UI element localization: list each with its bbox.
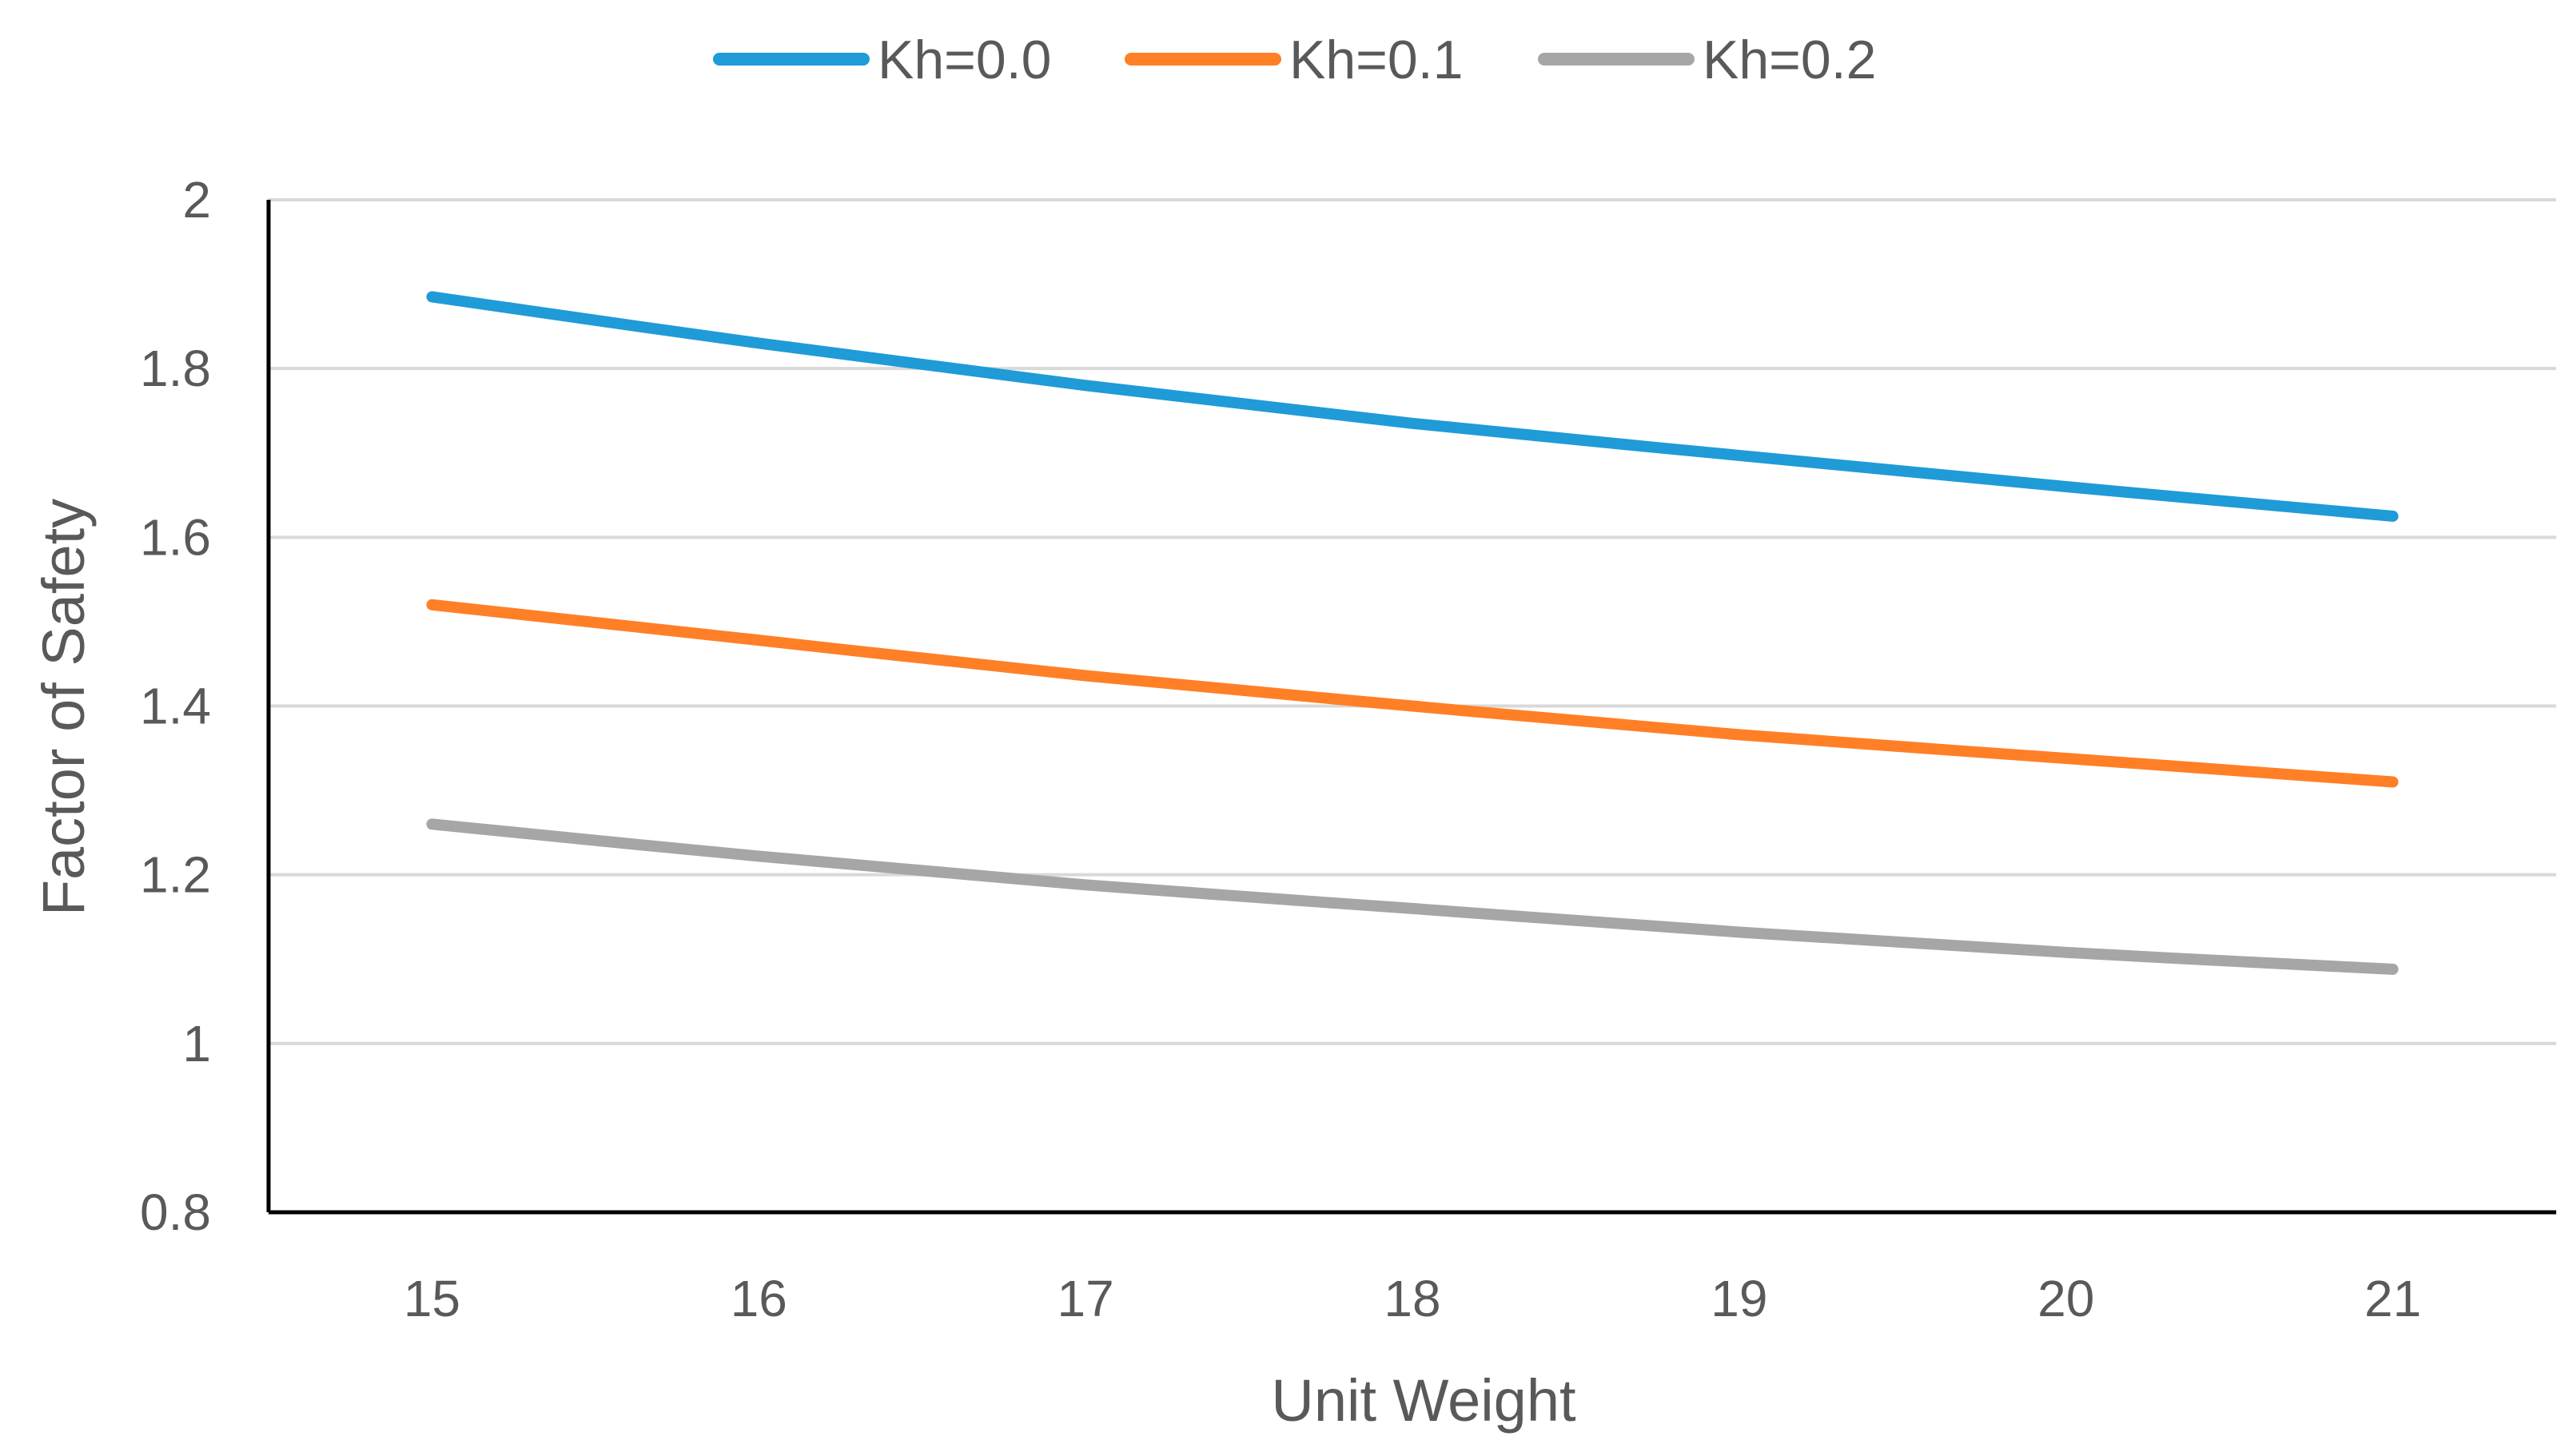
x-tick-label: 18	[1384, 1270, 1440, 1327]
data-point	[1080, 879, 1091, 890]
series-lines	[426, 291, 2399, 975]
data-point	[426, 818, 437, 829]
data-point	[1080, 670, 1091, 681]
x-tick-label: 17	[1057, 1270, 1114, 1327]
y-tick-label: 0.8	[140, 1183, 211, 1241]
data-point	[1407, 418, 1418, 429]
series-line-kh1	[426, 599, 2399, 788]
data-point	[1407, 903, 1418, 914]
series-line-kh2	[426, 818, 2399, 975]
x-tick-label: 19	[1711, 1270, 1767, 1327]
y-tick-label: 1.6	[140, 508, 211, 566]
data-point	[426, 291, 437, 302]
data-point	[753, 850, 764, 861]
legend: Kh=0.0 Kh=0.1 Kh=0.2	[713, 30, 1876, 90]
series-line-kh0	[426, 291, 2399, 522]
data-point	[1080, 380, 1091, 391]
data-point	[2061, 947, 2072, 958]
y-tick-labels: 0.8 1 1.2 1.4 1.6 1.8 2	[140, 171, 211, 1241]
data-point	[2388, 777, 2399, 788]
data-point	[2061, 481, 2072, 492]
data-point	[1734, 926, 1745, 937]
data-point	[2388, 964, 2399, 975]
data-point	[2061, 753, 2072, 764]
data-point	[2388, 511, 2399, 522]
axes	[266, 200, 2556, 1215]
data-point	[753, 337, 764, 348]
x-tick-label: 15	[404, 1270, 460, 1327]
x-tick-label: 20	[2037, 1270, 2094, 1327]
y-axis-title: Factor of Safety	[30, 499, 97, 916]
y-tick-label: 1.4	[140, 678, 211, 735]
legend-label-kh2: Kh=0.2	[1703, 30, 1876, 90]
legend-label-kh0: Kh=0.0	[878, 30, 1051, 90]
x-tick-label: 16	[731, 1270, 787, 1327]
y-tick-label: 1.2	[140, 846, 211, 904]
legend-label-kh1: Kh=0.1	[1289, 30, 1463, 90]
data-point	[1734, 450, 1745, 461]
y-tick-label: 1.8	[140, 340, 211, 397]
x-tick-label: 21	[2364, 1270, 2421, 1327]
x-tick-labels: 15 16 17 18 19 20 21	[404, 1270, 2421, 1327]
y-tick-label: 1	[182, 1015, 211, 1072]
y-tick-label: 2	[182, 171, 211, 229]
data-point	[1734, 729, 1745, 740]
data-point	[426, 599, 437, 611]
x-axis-title: Unit Weight	[1271, 1367, 1576, 1434]
data-point	[1407, 701, 1418, 712]
data-point	[753, 635, 764, 646]
